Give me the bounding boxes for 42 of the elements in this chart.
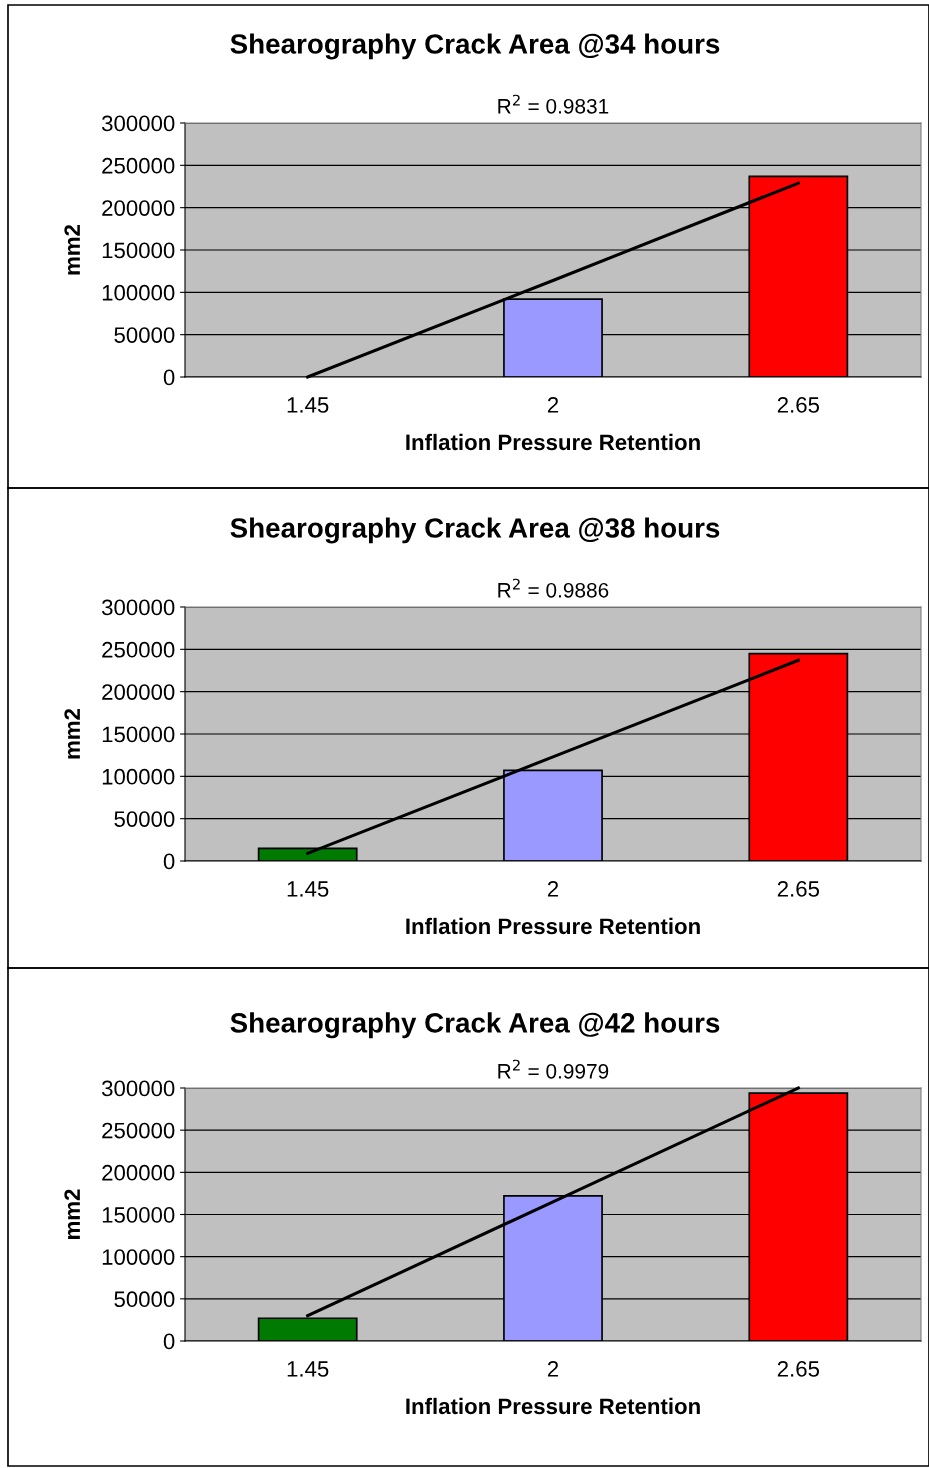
y-tick-label: 200000: [102, 1164, 175, 1181]
chart-title: Shearography Crack Area @34 hours: [230, 33, 720, 60]
text: R$^{2}$ = 0.9979: [498, 1059, 609, 1079]
y-tick-label: 250000: [102, 157, 175, 174]
y-tick-label: 250000: [102, 1122, 175, 1139]
x-tick-label: 2: [547, 1361, 559, 1377]
chart-title: Shearography Crack Area @42 hours: [230, 1012, 720, 1039]
x-tick-label: 1.45: [287, 397, 329, 413]
y-tick-label: 300000: [101, 1080, 175, 1097]
text: R$^{2}$ = 0.9831: [498, 94, 609, 114]
x-tick-label: 1.45: [287, 1361, 329, 1377]
x-tick-label: 2: [547, 397, 559, 413]
y-tick-label: 50000: [114, 1291, 175, 1308]
y-tick-label: 300000: [101, 115, 175, 132]
x-axis-title: Inflation Pressure Retention: [406, 1397, 700, 1415]
chart-title: Shearography Crack Area @38 hours: [230, 517, 720, 544]
y-tick-label: 0: [163, 853, 175, 870]
y-tick-label: 0: [163, 369, 175, 386]
x-tick-label: 1.45: [287, 881, 329, 897]
y-tick-label: 100000: [102, 1249, 175, 1265]
y-tick-label: 200000: [102, 200, 175, 216]
x-tick-label: 2.65: [777, 881, 820, 897]
y-tick-label: 300000: [101, 599, 175, 616]
y-tick-label: 150000: [102, 1207, 175, 1223]
y-tick-label: 50000: [114, 327, 175, 343]
y-tick-label: 150000: [102, 726, 175, 743]
y-axis-title: mm2: [64, 708, 80, 759]
x-tick-label: 2: [547, 881, 559, 897]
y-tick-label: 100000: [102, 768, 175, 785]
y-axis-title: mm2: [64, 224, 80, 275]
x-tick-label: 2.65: [777, 1361, 820, 1377]
y-tick-label: 50000: [114, 811, 175, 827]
y-tick-label: 250000: [102, 641, 175, 658]
x-tick-label: 2.65: [777, 397, 820, 413]
y-tick-label: 200000: [102, 684, 175, 700]
x-axis-title: Inflation Pressure Retention: [406, 433, 700, 451]
y-tick-label: 150000: [102, 242, 175, 259]
y-tick-label: 100000: [102, 284, 175, 301]
x-axis-title: Inflation Pressure Retention: [406, 917, 700, 935]
y-axis-title: mm2: [64, 1189, 80, 1239]
text: R$^{2}$ = 0.9886: [498, 578, 609, 598]
y-tick-label: 0: [163, 1333, 175, 1350]
